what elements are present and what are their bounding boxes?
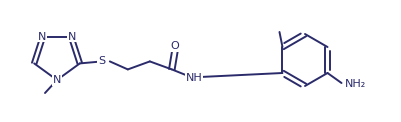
Text: NH: NH xyxy=(185,73,202,83)
Text: N: N xyxy=(53,75,61,85)
Text: N: N xyxy=(68,32,76,42)
Text: S: S xyxy=(98,56,105,66)
Text: O: O xyxy=(170,41,179,51)
Text: N: N xyxy=(38,32,46,42)
Text: NH₂: NH₂ xyxy=(345,79,366,89)
